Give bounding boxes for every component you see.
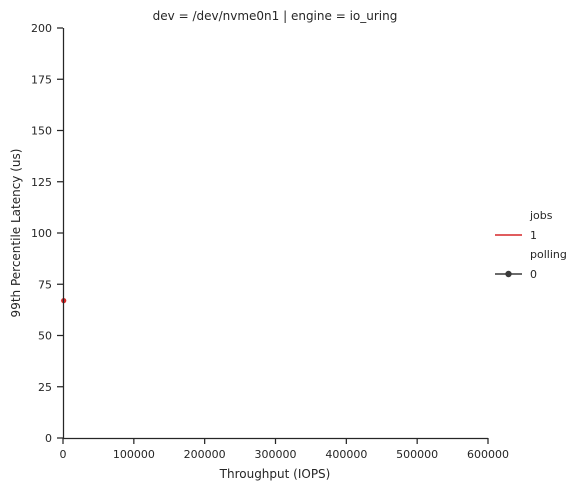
legend-marker (505, 270, 512, 278)
y-tick-label: 25 (38, 381, 52, 394)
x-tick-label: 200000 (184, 448, 226, 461)
y-tick-label: 125 (31, 176, 52, 189)
y-axis-title: 99th Percentile Latency (us) (9, 149, 23, 318)
legend: jobs 1 polling 0 (495, 209, 567, 281)
x-axis-title: Throughput (IOPS) (219, 467, 331, 481)
legend-title: jobs (529, 209, 553, 222)
x-tick-label: 300000 (255, 448, 297, 461)
y-ticks: 0 25 50 75 100 125 150 175 200 (31, 22, 63, 445)
legend-entry-label: 0 (530, 268, 537, 281)
x-tick-label: 500000 (396, 448, 438, 461)
x-tick-label: 400000 (325, 448, 367, 461)
legend-entry-label: 1 (530, 229, 537, 242)
chart-title: dev = /dev/nvme0n1 | engine = io_uring (153, 9, 398, 23)
x-tick-label: 0 (60, 448, 67, 461)
x-ticks: 0 100000 200000 300000 400000 500000 600000 (60, 438, 509, 461)
y-tick-label: 150 (31, 125, 52, 138)
legend-title: polling (530, 248, 567, 261)
y-tick-label: 75 (38, 278, 52, 291)
y-tick-label: 200 (31, 22, 52, 35)
y-tick-label: 175 (31, 73, 52, 86)
x-tick-label: 600000 (467, 448, 509, 461)
y-tick-label: 50 (38, 330, 52, 343)
y-tick-label: 100 (31, 227, 52, 240)
y-tick-label: 0 (45, 432, 52, 445)
x-tick-label: 100000 (113, 448, 155, 461)
